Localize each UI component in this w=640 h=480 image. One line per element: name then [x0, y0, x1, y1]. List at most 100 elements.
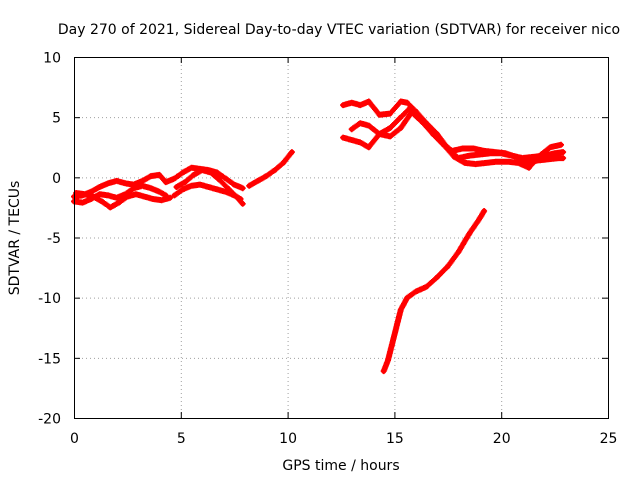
data-point	[393, 323, 400, 330]
data-point	[148, 173, 154, 179]
data-point	[357, 120, 363, 126]
data-point	[387, 111, 393, 117]
series-satellite-track-F	[246, 149, 295, 189]
data-point	[139, 178, 145, 184]
data-point	[460, 145, 466, 152]
data-point	[366, 144, 372, 150]
grid-lines	[74, 57, 608, 418]
data-point	[545, 156, 551, 162]
axis-ticks: 0 5 10 15 20 25 10 5 0 -5 -10 -15 -20	[38, 51, 617, 448]
data-point	[389, 340, 395, 346]
data-point	[240, 185, 246, 191]
data-point	[547, 144, 553, 150]
x-tick-label: 15	[386, 431, 404, 447]
data-point	[246, 183, 252, 189]
data-point	[502, 150, 509, 156]
data-point	[470, 145, 476, 152]
y-tick-label: -20	[38, 412, 61, 428]
series-satellite-track-E	[171, 181, 244, 202]
data-point	[223, 175, 229, 182]
data-point	[124, 194, 130, 200]
data-point	[430, 131, 436, 137]
data-point	[156, 172, 162, 178]
data-point	[385, 357, 391, 363]
data-point	[398, 125, 404, 131]
data-point	[171, 192, 177, 198]
data-point	[122, 180, 128, 186]
data-point	[398, 114, 404, 120]
data-point	[492, 149, 498, 155]
data-point	[82, 191, 88, 197]
data-point	[552, 150, 558, 156]
data-point	[366, 98, 372, 105]
data-point	[280, 160, 286, 166]
data-point	[90, 194, 96, 200]
data-point	[133, 191, 139, 197]
data-point	[451, 154, 457, 160]
data-point	[349, 137, 355, 143]
data-point	[462, 160, 468, 166]
data-point	[79, 200, 86, 206]
data-point	[349, 126, 355, 132]
data-point	[263, 173, 269, 179]
data-point	[560, 155, 566, 161]
data-point	[434, 274, 440, 280]
data-point	[481, 208, 487, 214]
data-point	[114, 178, 120, 184]
series-satellite-track-J	[380, 208, 488, 375]
data-point	[481, 148, 487, 154]
y-tick-label: -15	[38, 351, 61, 367]
data-point	[404, 295, 410, 301]
data-point	[440, 142, 447, 148]
data-point	[105, 180, 111, 186]
data-point	[156, 189, 162, 195]
x-tick-label: 0	[70, 431, 79, 447]
data-point	[208, 169, 214, 176]
data-point	[413, 289, 419, 295]
data-point	[387, 133, 393, 139]
data-point	[97, 191, 103, 197]
data-point	[182, 179, 188, 185]
x-tick-label: 25	[600, 431, 618, 447]
data-point	[455, 249, 462, 255]
data-point	[505, 159, 511, 165]
chart-title: Day 270 of 2021, Sidereal Day-to-day VTE…	[58, 22, 620, 38]
data-point	[340, 102, 346, 108]
data-point	[240, 201, 246, 207]
data-point	[97, 184, 103, 190]
y-axis-label: SDTVAR / TECUs	[7, 181, 23, 296]
x-tick-label: 5	[177, 431, 186, 447]
data-point	[105, 192, 111, 198]
data-point	[197, 182, 203, 188]
data-point	[537, 153, 543, 159]
data-point	[381, 368, 387, 374]
y-tick-label: 0	[52, 171, 61, 187]
data-point	[526, 165, 532, 171]
data-point	[188, 165, 195, 171]
data-point	[289, 149, 295, 155]
data-point	[180, 169, 186, 176]
data-point	[139, 183, 145, 189]
data-point	[191, 172, 197, 178]
x-tick-label: 20	[493, 431, 511, 447]
data-point	[131, 185, 137, 191]
data-point	[340, 135, 346, 141]
data-point	[114, 195, 120, 201]
data-point	[357, 102, 363, 108]
data-point	[206, 184, 212, 190]
y-tick-label: -10	[38, 291, 61, 307]
data-point	[216, 177, 222, 183]
data-point	[255, 178, 261, 184]
data-point	[473, 161, 479, 167]
data-point	[148, 185, 154, 191]
data-point	[513, 154, 519, 160]
data-point	[238, 196, 244, 202]
data-point	[556, 155, 562, 161]
data-point	[387, 125, 393, 131]
data-point	[167, 195, 173, 201]
data-point	[558, 142, 564, 148]
data-point	[173, 184, 180, 190]
data-point	[159, 197, 165, 203]
data-point	[223, 189, 229, 195]
